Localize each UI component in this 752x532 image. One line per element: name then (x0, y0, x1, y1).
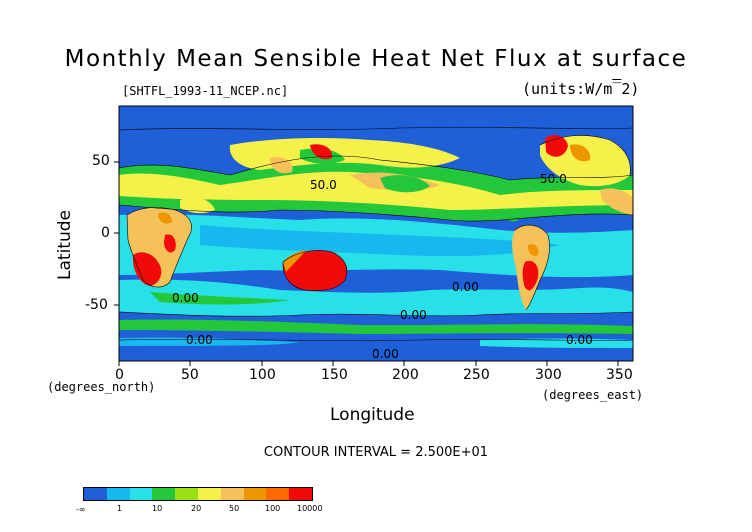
colorbar-swatch (129, 488, 153, 500)
y-unit-note: (degrees_north) (47, 380, 156, 394)
axis-ticks (114, 161, 619, 366)
colorbar-swatch (197, 488, 221, 500)
contour-label: 0.00 (372, 347, 399, 361)
contour-label: 50.0 (540, 172, 567, 186)
contour-interval: CONTOUR INTERVAL = 2.500E+01 (263, 445, 489, 460)
contour-label: 0.00 (566, 333, 593, 347)
x-tick-label: 300 (535, 367, 562, 383)
colorbar-label: 20 (191, 504, 202, 513)
colorbar-swatch (289, 488, 312, 500)
contour-label: 50.0 (310, 178, 337, 192)
contour-label: 0.00 (186, 333, 213, 347)
x-unit-note: (degrees_east) (542, 388, 644, 402)
x-tick-label: 350 (606, 367, 633, 383)
colorbar-label: 10 (152, 504, 163, 513)
colorbar (83, 487, 313, 501)
colorbar-label: 50 (229, 504, 240, 513)
x-tick-label: 250 (463, 367, 490, 383)
contour-label: 0.00 (172, 291, 199, 305)
colorbar-label: -∞ (76, 505, 86, 514)
colorbar-swatch (243, 488, 267, 500)
chart-title: Monthly Mean Sensible Heat Net Flux at s… (64, 46, 688, 72)
colorbar-swatch (84, 488, 107, 500)
y-tick-label: 0 (101, 225, 110, 241)
x-tick-label: 150 (321, 367, 348, 383)
colorbar-swatch (152, 488, 176, 500)
source-filename: [SHTFL_1993-11_NCEP.nc] (122, 84, 289, 98)
colorbar-swatch (175, 488, 198, 500)
colorbar-label: 100 (265, 504, 281, 513)
colorbar-swatch (266, 488, 290, 500)
x-axis-label: Longitude (330, 405, 415, 425)
x-tick-label: 0 (115, 367, 124, 383)
y-axis-label: Latitude (54, 210, 75, 280)
colorbar-label: 10000 (297, 504, 323, 513)
y-tick-label: 50 (92, 153, 110, 169)
colorbar-label: 1 (117, 504, 123, 513)
contour-label: 0.00 (452, 280, 479, 294)
colorbar-swatch (106, 488, 130, 500)
x-tick-label: 50 (181, 367, 199, 383)
units-label: (units:W/m‾2) (522, 80, 640, 98)
x-tick-label: 200 (392, 367, 419, 383)
contour-label: 0.00 (400, 308, 427, 322)
y-tick-label: -50 (85, 297, 108, 313)
x-tick-label: 100 (249, 367, 276, 383)
colorbar-swatch (220, 488, 244, 500)
flux-field (119, 106, 633, 361)
